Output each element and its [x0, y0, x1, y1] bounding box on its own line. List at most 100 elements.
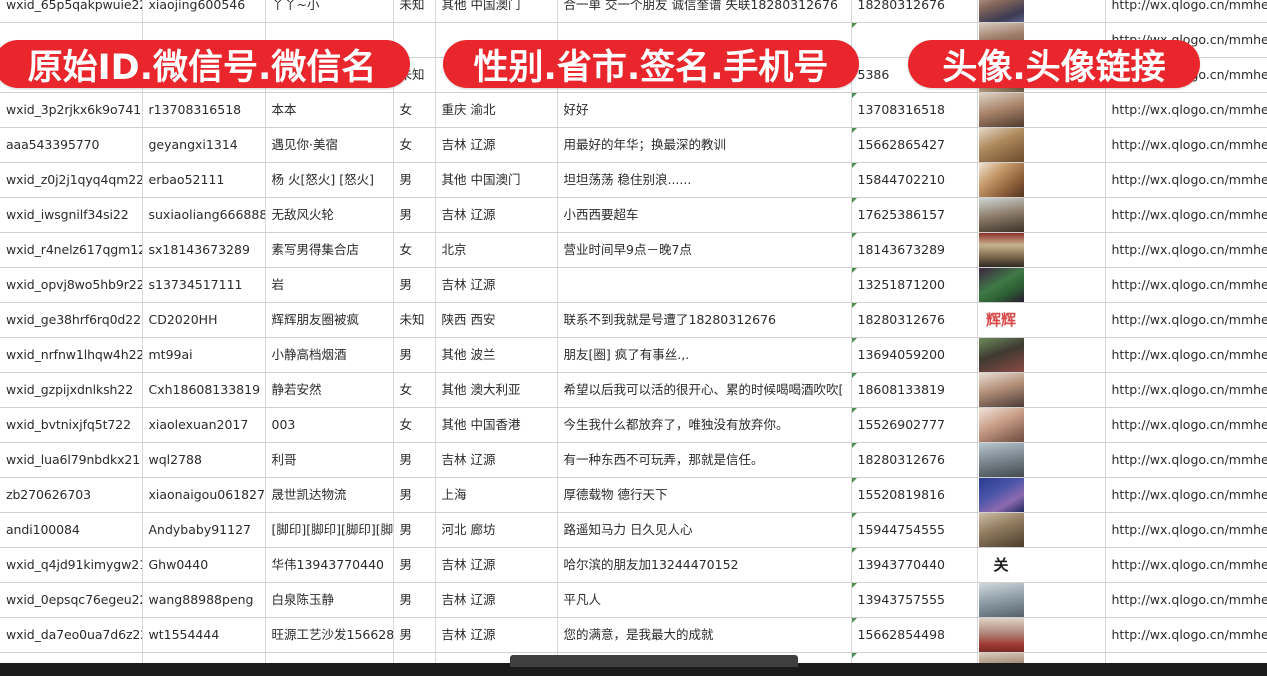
cell-orig-id[interactable]: wxid_da7eo0ua7d6z22 — [0, 617, 143, 653]
cell-region[interactable]: 其他 中国澳门 — [435, 0, 558, 23]
cell-wx-id[interactable]: sx18143673289 — [142, 232, 266, 268]
cell-phone[interactable]: 18143673289 — [851, 232, 978, 268]
cell-wx-name[interactable]: 静若安然 — [265, 372, 394, 408]
cell-gender[interactable]: 男 — [393, 547, 436, 583]
cell-wx-id[interactable]: wang88988peng — [142, 582, 266, 618]
cell-gender[interactable]: 男 — [393, 442, 436, 478]
cell-orig-id[interactable]: wxid_lua6l79nbdkx21 — [0, 442, 143, 478]
cell-region[interactable]: 其他 中国澳门 — [435, 162, 558, 198]
table-row[interactable]: aaa543395770 geyangxi1314 遇见你·美宿女吉林 辽源 用最好的… — [0, 127, 1267, 163]
cell-avatar-url[interactable]: http://wx.qlogo.cn/mmhead — [1105, 337, 1267, 373]
avatar-cell[interactable] — [977, 267, 1106, 303]
cell-wx-name[interactable]: 旺源工艺沙发15662854 — [265, 617, 394, 653]
cell-signature[interactable]: 坦坦荡荡 稳住别浪...... — [557, 162, 852, 198]
cell-orig-id[interactable]: zb270626703 — [0, 477, 143, 513]
cell-wx-id[interactable]: wt1554444 — [142, 617, 266, 653]
avatar-cell[interactable] — [977, 582, 1106, 618]
table-row[interactable]: wxid_da7eo0ua7d6z22 wt1554444 旺源工艺沙发156628… — [0, 617, 1267, 653]
avatar-cell[interactable] — [977, 652, 1106, 663]
cell-orig-id[interactable]: wxid_gzpijxdnlksh22 — [0, 372, 143, 408]
cell-wx-id[interactable]: Ghw0440 — [142, 547, 266, 583]
cell-region[interactable]: 吉林 辽源 — [435, 442, 558, 478]
cell-orig-id[interactable]: wxid_iwsgnilf34si22 — [0, 197, 143, 233]
table-row[interactable]: wxid_lua6l79nbdkx21 wql2788 利哥男吉林 辽源 有一种东西不… — [0, 442, 1267, 478]
cell-gender[interactable]: 女 — [393, 232, 436, 268]
cell-avatar-url[interactable]: http://wx.qlogo.cn/mmhead — [1105, 512, 1267, 548]
cell-avatar-url[interactable]: http://wx.qlogo.cn/mmhead — [1105, 197, 1267, 233]
cell-wx-id[interactable]: xiaonaigou061827 — [142, 477, 266, 513]
cell-avatar-url[interactable]: http://wx.qlogo.cn/mmhead — [1105, 267, 1267, 303]
cell-wx-name[interactable]: 利哥 — [265, 442, 394, 478]
horizontal-scrollbar[interactable] — [0, 655, 1267, 676]
cell-wx-name[interactable]: 白泉陈玉静 — [265, 582, 394, 618]
table-row[interactable]: andi100084 Andybaby91127 [脚印][脚印][脚印][脚印男河… — [0, 512, 1267, 548]
cell-gender[interactable]: 男 — [393, 617, 436, 653]
avatar-cell[interactable] — [977, 127, 1106, 163]
cell-avatar-url[interactable]: http://wx.qlogo.cn/mmhead — [1105, 477, 1267, 513]
cell-wx-id[interactable]: Cxh18608133819 — [142, 372, 266, 408]
cell-region[interactable]: 其他 澳大利亚 — [435, 372, 558, 408]
cell-phone[interactable]: 18608133819 — [851, 372, 978, 408]
avatar-cell[interactable] — [977, 372, 1106, 408]
cell-avatar-url[interactable]: http://wx.qlogo.cn/mmhead — [1105, 547, 1267, 583]
cell-wx-name[interactable]: 丫丫~小 — [265, 0, 394, 23]
avatar-cell[interactable] — [977, 92, 1106, 128]
cell-region[interactable]: 吉林 辽源 — [435, 197, 558, 233]
cell-wx-name[interactable] — [265, 652, 394, 663]
cell-wx-name[interactable]: 辉辉朋友圈被疯 — [265, 302, 394, 338]
cell-signature[interactable]: 有一种东西不可玩弄，那就是信任。 — [557, 442, 852, 478]
cell-phone[interactable]: 13943757555 — [851, 582, 978, 618]
cell-wx-id[interactable]: wql2788 — [142, 442, 266, 478]
cell-signature[interactable]: 小西西要超车 — [557, 197, 852, 233]
cell-avatar-url[interactable]: http://wx.qlogo.cn/mmhead — [1105, 162, 1267, 198]
cell-gender[interactable]: 女 — [393, 407, 436, 443]
table-row[interactable]: wxid_r4nelz617qgm12 sx18143673289 素写男得集合店女… — [0, 232, 1267, 268]
cell-region[interactable]: 吉林 辽源 — [435, 617, 558, 653]
cell-avatar-url[interactable]: http://wx.qlogo.cn/mmhead — [1105, 92, 1267, 128]
cell-region[interactable]: 上海 — [435, 477, 558, 513]
cell-wx-id[interactable]: erbao52111 — [142, 162, 266, 198]
cell-region[interactable]: 吉林 辽源 — [435, 267, 558, 303]
cell-signature[interactable]: 希望以后我可以活的很开心、累的时候喝喝酒吹吹[ — [557, 372, 852, 408]
avatar-cell[interactable] — [977, 477, 1106, 513]
cell-gender[interactable]: 男 — [393, 267, 436, 303]
cell-orig-id[interactable]: aaa543395770 — [0, 127, 143, 163]
cell-signature[interactable]: 合一单 交一个朋友 诚信奎谱 失联18280312676 — [557, 0, 852, 23]
cell-wx-name[interactable]: 小静高档烟酒 — [265, 337, 394, 373]
cell-signature[interactable]: 朋友[圈] 疯了有事丝.,. — [557, 337, 852, 373]
cell-phone[interactable]: 15662854498 — [851, 617, 978, 653]
cell-gender[interactable] — [393, 652, 436, 663]
cell-signature[interactable]: 联系不到我就是号遭了18280312676 — [557, 302, 852, 338]
cell-orig-id[interactable]: andi100084 — [0, 512, 143, 548]
cell-wx-id[interactable]: s13734517111 — [142, 267, 266, 303]
cell-wx-id[interactable]: r13708316518 — [142, 92, 266, 128]
cell-region[interactable]: 河北 廊坊 — [435, 512, 558, 548]
cell-signature[interactable]: 路遥知马力 日久见人心 — [557, 512, 852, 548]
cell-region[interactable]: 北京 — [435, 232, 558, 268]
cell-gender[interactable]: 男 — [393, 582, 436, 618]
cell-phone[interactable]: 15662865427 — [851, 127, 978, 163]
cell-wx-id[interactable]: xiaojing600546 — [142, 0, 266, 23]
avatar-cell[interactable] — [977, 512, 1106, 548]
avatar-cell[interactable] — [977, 617, 1106, 653]
table-row[interactable]: wxid_3p2rjkx6k9o741 r13708316518 本本女重庆 渝北好… — [0, 92, 1267, 128]
cell-phone[interactable]: 17625386157 — [851, 197, 978, 233]
cell-wx-name[interactable]: [脚印][脚印][脚印][脚印 — [265, 512, 394, 548]
table-row[interactable]: wxid_nrfnw1lhqw4h22 mt99ai 小静高档烟酒男其他 波兰 朋友[… — [0, 337, 1267, 373]
cell-wx-name[interactable]: 杨 火[怒火] [怒火] — [265, 162, 394, 198]
cell-signature[interactable] — [557, 267, 852, 303]
avatar-cell[interactable] — [977, 442, 1106, 478]
cell-region[interactable]: 重庆 渝北 — [435, 92, 558, 128]
cell-gender[interactable]: 男 — [393, 512, 436, 548]
cell-avatar-url[interactable]: http://wx.qlogo.cn/mmhead — [1105, 407, 1267, 443]
avatar-cell[interactable]: 辉辉 — [977, 302, 1106, 338]
cell-signature[interactable]: 用最好的年华；换最深的教训 — [557, 127, 852, 163]
cell-avatar-url[interactable] — [1105, 652, 1267, 663]
table-row[interactable]: wxid_q4jd91kimygw21 Ghw0440 华伟13943770440 男… — [0, 547, 1267, 583]
cell-orig-id[interactable]: wxid_0epsqc76egeu22 — [0, 582, 143, 618]
cell-gender[interactable]: 女 — [393, 127, 436, 163]
cell-wx-name[interactable]: 003 — [265, 407, 394, 443]
cell-phone[interactable]: 15844702210 — [851, 162, 978, 198]
cell-region[interactable]: 吉林 辽源 — [435, 582, 558, 618]
